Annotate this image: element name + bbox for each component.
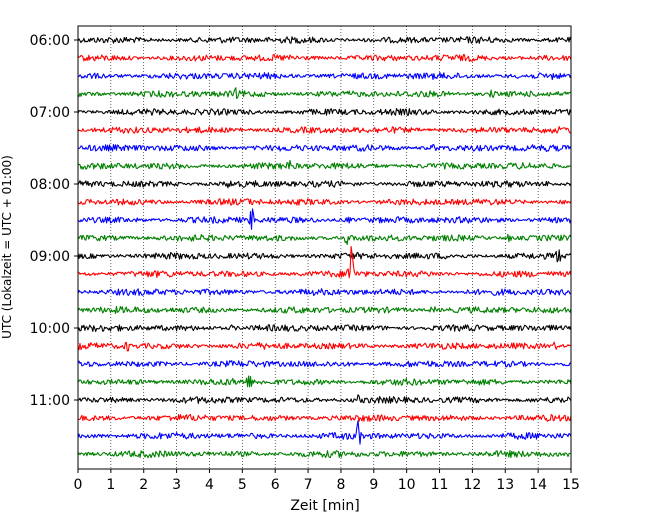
trace-0845 bbox=[77, 233, 572, 246]
x-tick-label-10: 10 bbox=[398, 477, 416, 493]
x-tick-label-15: 15 bbox=[562, 477, 580, 493]
x-tick-label-9: 9 bbox=[369, 477, 378, 493]
trace-1115 bbox=[78, 413, 572, 422]
x-tick-label-1: 1 bbox=[106, 477, 115, 493]
trace-0715 bbox=[77, 126, 572, 134]
trace-0930 bbox=[77, 288, 572, 296]
seismic-traces bbox=[77, 36, 572, 459]
y-tick-label-0700: 07:00 bbox=[30, 105, 70, 121]
x-tick-label-5: 5 bbox=[238, 477, 247, 493]
trace-0800 bbox=[77, 180, 572, 189]
y-tick-label-1000: 10:00 bbox=[30, 321, 70, 337]
x-tick-label-0: 0 bbox=[74, 477, 83, 493]
vertical-gridlines bbox=[110, 26, 539, 469]
trace-0900 bbox=[77, 249, 572, 263]
x-tick-label-8: 8 bbox=[336, 477, 345, 493]
x-tick-label-6: 6 bbox=[271, 477, 280, 493]
x-axis-label: Zeit [min] bbox=[290, 498, 359, 514]
trace-0745 bbox=[77, 159, 572, 170]
y-tick-label-0800: 08:00 bbox=[30, 177, 70, 193]
x-axis-ticks: 0 1 2 3 4 5 6 7 8 9 10 11 12 13 14 15 bbox=[74, 469, 580, 493]
x-tick-label-3: 3 bbox=[172, 477, 181, 493]
trace-1045 bbox=[77, 375, 572, 388]
trace-1015 bbox=[77, 341, 572, 352]
plot-frame bbox=[77, 25, 572, 470]
trace-1030 bbox=[77, 360, 572, 368]
x-tick-label-7: 7 bbox=[304, 477, 313, 493]
trace-0730 bbox=[77, 143, 572, 153]
trace-0600 bbox=[77, 36, 572, 44]
trace-0700 bbox=[77, 108, 572, 116]
y-tick-label-0900: 09:00 bbox=[30, 249, 70, 265]
x-tick-label-2: 2 bbox=[139, 477, 148, 493]
trace-0915 bbox=[77, 245, 572, 279]
x-tick-label-4: 4 bbox=[205, 477, 214, 493]
y-tick-label-1100: 11:00 bbox=[30, 393, 70, 409]
trace-0815 bbox=[77, 198, 572, 206]
x-tick-label-14: 14 bbox=[529, 477, 547, 493]
trace-0615 bbox=[77, 54, 572, 62]
trace-0945 bbox=[77, 305, 572, 315]
y-axis-ticks: 06:00 07:00 08:00 09:00 10:00 11:00 bbox=[30, 33, 78, 409]
trace-0830 bbox=[77, 208, 572, 230]
x-tick-label-12: 12 bbox=[463, 477, 481, 493]
trace-0645 bbox=[77, 87, 572, 100]
trace-0630 bbox=[78, 71, 572, 81]
trace-1145 bbox=[77, 450, 572, 459]
y-tick-label-0600: 06:00 bbox=[30, 33, 70, 49]
trace-1100 bbox=[77, 394, 572, 404]
y-axis-label: UTC (Lokalzeit = UTC + 01:00) bbox=[0, 155, 14, 339]
trace-1130 bbox=[77, 420, 572, 445]
x-tick-label-13: 13 bbox=[496, 477, 514, 493]
trace-1000 bbox=[77, 324, 572, 333]
x-tick-label-11: 11 bbox=[431, 477, 449, 493]
